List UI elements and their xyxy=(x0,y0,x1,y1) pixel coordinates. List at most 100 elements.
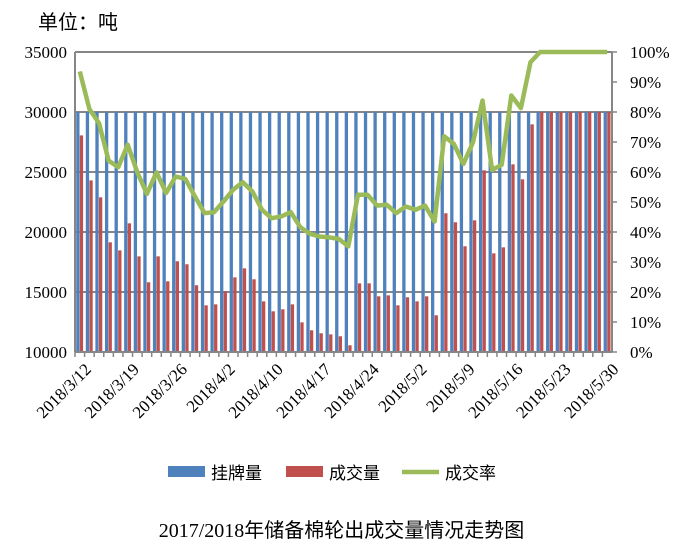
bar-volume xyxy=(501,247,506,352)
bar-volume xyxy=(252,279,256,352)
bar-listing xyxy=(85,112,90,352)
bar-volume xyxy=(482,170,486,352)
bar-volume xyxy=(271,311,275,352)
bar-volume xyxy=(108,242,112,352)
bar-volume xyxy=(367,283,371,352)
y-right-tick-label: 100% xyxy=(630,43,670,62)
bar-volume xyxy=(329,334,333,352)
y-left-tick-label: 25000 xyxy=(25,163,68,182)
y-right-tick-label: 60% xyxy=(630,163,661,182)
bar-listing xyxy=(431,112,435,352)
bar-listing xyxy=(517,112,521,352)
bar-listing xyxy=(296,112,301,352)
bar-volume xyxy=(463,246,467,352)
rate-line xyxy=(77,49,608,249)
bar-listing xyxy=(565,112,569,352)
bar-volume xyxy=(434,315,438,352)
bar-volume xyxy=(377,296,381,352)
bar-volume xyxy=(386,295,390,352)
bar-volume xyxy=(530,124,534,352)
bar-volume xyxy=(89,180,93,352)
bar-listing xyxy=(383,112,387,352)
y-left-tick-label: 10000 xyxy=(25,343,68,362)
bar-volume xyxy=(338,336,343,352)
bar-volume xyxy=(146,282,151,352)
bar-listing xyxy=(200,112,205,352)
bar-volume xyxy=(118,250,122,352)
bar-volume xyxy=(559,112,563,352)
bar-volume xyxy=(127,223,132,352)
bar-listing xyxy=(287,112,291,352)
bar-listing xyxy=(555,112,559,352)
bar-listing xyxy=(239,112,243,352)
bar-volume xyxy=(137,256,141,352)
legend-swatch xyxy=(286,466,323,477)
bar-listing xyxy=(536,112,540,352)
bar-listing xyxy=(450,112,454,352)
bar-listing xyxy=(507,112,512,352)
bar-listing xyxy=(114,112,118,352)
bar-listing xyxy=(402,112,406,352)
bar-volume xyxy=(290,304,295,352)
bar-volume xyxy=(511,164,515,352)
bar-listing xyxy=(421,112,425,352)
bar-listing xyxy=(574,112,579,352)
bar-listing xyxy=(277,112,281,352)
bar-volume xyxy=(156,256,160,352)
y-right-tick-label: 10% xyxy=(630,313,661,332)
bar-listing xyxy=(526,112,531,352)
bar-volume xyxy=(242,268,247,352)
bar-volume xyxy=(79,135,84,352)
bar-volume xyxy=(444,213,448,352)
bar-volume xyxy=(281,309,285,352)
bar-volume xyxy=(300,322,304,352)
bar-listing xyxy=(143,112,147,352)
bar-volume xyxy=(540,112,544,352)
bar-volume xyxy=(357,283,362,352)
bar-listing xyxy=(594,112,598,352)
bar-listing xyxy=(124,112,128,352)
bar-listing xyxy=(354,112,358,352)
bar-listing xyxy=(152,112,157,352)
bar-listing xyxy=(603,112,607,352)
y-left-tick-label: 35000 xyxy=(25,43,68,62)
bar-volume xyxy=(415,301,419,352)
bar-volume xyxy=(348,345,352,352)
legend-label: 成交率 xyxy=(445,464,496,484)
bar-volume xyxy=(568,112,573,352)
bar-volume xyxy=(578,112,582,352)
y-right-tick-label: 80% xyxy=(630,103,661,122)
bar-listing xyxy=(469,112,473,352)
y-right-tick-label: 0% xyxy=(630,343,653,362)
y-right-tick-label: 90% xyxy=(630,73,661,92)
y-left-tick-label: 15000 xyxy=(25,283,68,302)
bar-listing xyxy=(584,112,588,352)
bar-listing xyxy=(95,112,99,352)
bar-listing xyxy=(172,112,176,352)
bar-volume xyxy=(588,112,592,352)
bar-listing xyxy=(133,112,138,352)
bar-listing xyxy=(478,112,483,352)
bar-listing xyxy=(267,112,272,352)
bar-listing xyxy=(459,112,464,352)
y-right-tick-label: 40% xyxy=(630,223,661,242)
bar-volume xyxy=(309,330,314,352)
bar-volume xyxy=(472,220,477,352)
bar-listing xyxy=(363,112,368,352)
bar-volume xyxy=(194,285,199,352)
bar-listing xyxy=(440,112,444,352)
bar-volume xyxy=(425,296,429,352)
bar-listing xyxy=(191,112,195,352)
bar-listing xyxy=(411,112,416,352)
bar-volume xyxy=(166,281,170,352)
chart: 10000 15000 20000 25000 30000 35000 0% 10% 20% 30… xyxy=(25,43,670,484)
bar-listing xyxy=(344,112,348,352)
chart-caption: 2017/2018年储备棉轮出成交量情况走势图 xyxy=(158,520,525,542)
bar-volume xyxy=(549,112,553,352)
bar-volume xyxy=(405,297,410,352)
bar-volume xyxy=(233,277,237,352)
bar-listing xyxy=(325,112,329,352)
y-left-tick-label: 30000 xyxy=(25,103,68,122)
bar-listing xyxy=(498,112,502,352)
bar-listing xyxy=(104,112,109,352)
